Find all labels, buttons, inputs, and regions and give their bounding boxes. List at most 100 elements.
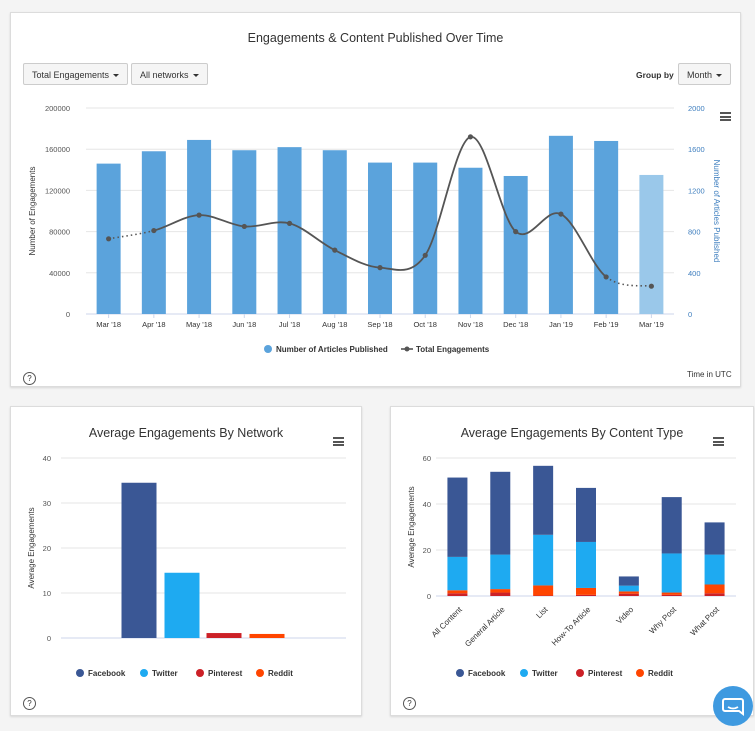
bar-twitter-4: [619, 586, 639, 592]
bar-facebook-2: [533, 466, 553, 535]
bar-pinterest-3: [576, 595, 596, 596]
engagements-point-4: [287, 221, 292, 226]
legend-label-reddit: Reddit: [648, 669, 673, 678]
x-tick-label: Sep '18: [367, 320, 392, 329]
legend-label-articles: Number of Articles Published: [276, 345, 388, 354]
y-tick-label: 80000: [49, 228, 70, 237]
bar-articles-3: [232, 150, 256, 314]
legend-marker-facebook: [76, 669, 84, 677]
bar-articles-5: [323, 150, 347, 314]
engagements-point-3: [242, 224, 247, 229]
engagements-point-10: [558, 211, 563, 216]
bar-pinterest-4: [619, 594, 639, 596]
engagements-point-12: [649, 284, 654, 289]
bar-pinterest-6: [705, 593, 725, 596]
legend-label-pinterest: Pinterest: [588, 669, 623, 678]
legend-label-engagements: Total Engagements: [416, 345, 490, 354]
bar-facebook-5: [662, 497, 682, 553]
x-tick-label: Nov '18: [458, 320, 483, 329]
bar-facebook-4: [619, 576, 639, 585]
bar-articles-2: [187, 140, 211, 314]
legend-marker-pinterest: [196, 669, 204, 677]
y-tick-label: 0: [66, 310, 70, 319]
engagements-over-time-card: Engagements & Content Published Over Tim…: [10, 12, 741, 387]
bar-twitter-3: [576, 542, 596, 588]
bar-articles-9: [504, 176, 528, 314]
bar-facebook-6: [705, 522, 725, 554]
bar-facebook-3: [576, 488, 596, 542]
bar-pinterest-0: [447, 593, 467, 596]
x-tick-label: Video: [615, 605, 636, 626]
legend-marker-engagements: [405, 347, 410, 352]
y-tick-label: 40000: [49, 269, 70, 278]
bar-facebook: [122, 483, 157, 638]
legend-marker-pinterest: [576, 669, 584, 677]
chat-launcher-button[interactable]: [713, 686, 753, 726]
y-tick-label: 120000: [45, 186, 70, 195]
legend-marker-twitter: [140, 669, 148, 677]
y2-tick-label: 1200: [688, 186, 705, 195]
x-tick-label: General Article: [463, 605, 507, 649]
x-tick-label: All Content: [430, 605, 465, 640]
y-axis-title: Average Engagements: [407, 486, 416, 567]
engagements-point-1: [151, 228, 156, 233]
bar-twitter-5: [662, 553, 682, 592]
y-tick-label: 20: [43, 544, 51, 553]
y-tick-label: 30: [43, 499, 51, 508]
x-tick-label: Mar '19: [639, 320, 664, 329]
engagements-point-6: [377, 265, 382, 270]
engagements-point-5: [332, 248, 337, 253]
y-axis-title: Number of Engagements: [28, 167, 37, 256]
bar-reddit-5: [662, 593, 682, 595]
x-tick-label: Mar '18: [96, 320, 121, 329]
chat-bubble-icon: [713, 686, 753, 726]
bar-reddit-1: [490, 589, 510, 592]
bar-articles-4: [278, 147, 302, 314]
y-tick-label: 20: [423, 546, 431, 555]
engagements-chart: 0400008000012000016000020000004008001200…: [11, 13, 740, 386]
y2-tick-label: 1600: [688, 145, 705, 154]
x-tick-label: Dec '18: [503, 320, 528, 329]
legend-marker-reddit: [256, 669, 264, 677]
bar-reddit-3: [576, 588, 596, 595]
bar-articles-8: [458, 168, 482, 314]
bar-pinterest-5: [662, 595, 682, 596]
x-tick-label: List: [534, 605, 550, 621]
x-tick-label: How-To Article: [550, 605, 593, 648]
bar-articles-6: [368, 163, 392, 314]
y-axis-title: Average Engagements: [27, 507, 36, 588]
bar-twitter-0: [447, 557, 467, 590]
y-tick-label: 40: [43, 454, 51, 463]
y-tick-label: 10: [43, 589, 51, 598]
help-icon[interactable]: ?: [23, 697, 36, 710]
legend-marker-twitter: [520, 669, 528, 677]
help-icon[interactable]: ?: [23, 372, 36, 385]
y2-axis-title: Number of Articles Published: [712, 160, 721, 263]
engagements-point-7: [423, 253, 428, 258]
y-tick-label: 200000: [45, 104, 70, 113]
legend-marker-reddit: [636, 669, 644, 677]
legend-label-twitter: Twitter: [532, 669, 558, 678]
engagements-point-9: [513, 229, 518, 234]
x-tick-label: Jun '18: [232, 320, 256, 329]
x-tick-label: Aug '18: [322, 320, 347, 329]
bar-facebook-1: [490, 472, 510, 555]
legend-label-reddit: Reddit: [268, 669, 293, 678]
y-tick-label: 0: [47, 634, 51, 643]
x-tick-label: Why Post: [648, 605, 679, 636]
help-icon[interactable]: ?: [403, 697, 416, 710]
bar-articles-11: [594, 141, 618, 314]
bar-reddit: [250, 634, 285, 638]
y-tick-label: 60: [423, 454, 431, 463]
bar-pinterest: [207, 633, 242, 638]
bar-facebook-0: [447, 478, 467, 557]
legend-label-facebook: Facebook: [88, 669, 126, 678]
y2-tick-label: 400: [688, 269, 701, 278]
engagements-point-11: [604, 274, 609, 279]
bar-articles-12: [639, 175, 663, 314]
bar-twitter-1: [490, 555, 510, 590]
bar-reddit-2: [533, 585, 553, 595]
